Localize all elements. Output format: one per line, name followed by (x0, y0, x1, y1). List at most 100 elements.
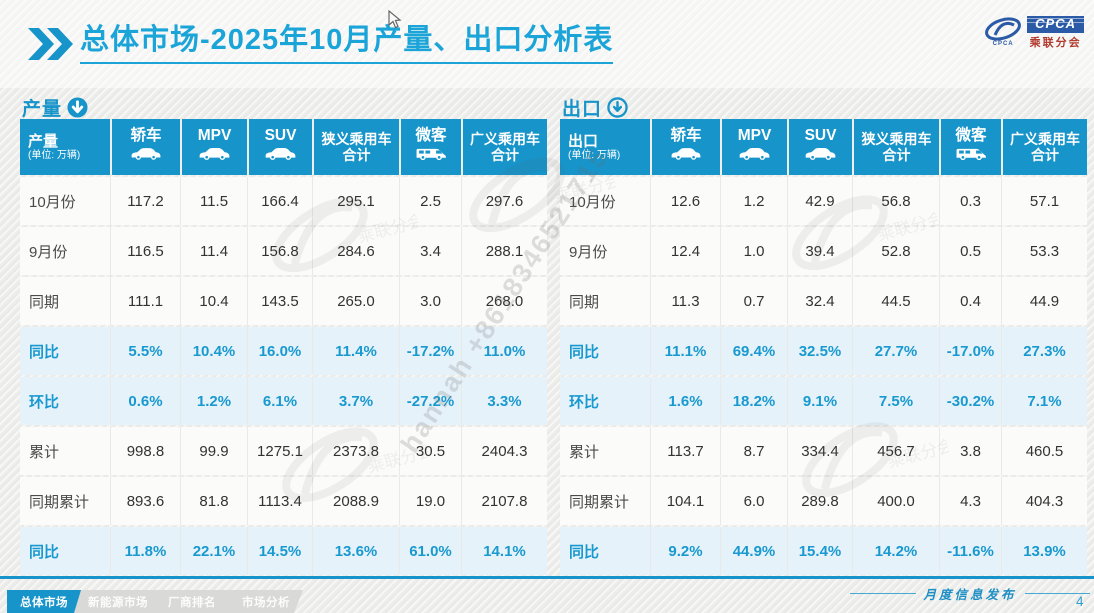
page-number: 4 (1076, 594, 1084, 609)
table-cell: 104.1 (650, 477, 720, 525)
table-cell: 6.0 (720, 477, 787, 525)
table-cell: 30.5 (399, 427, 461, 475)
tab-厂商排名[interactable]: 厂商排名 (168, 596, 216, 609)
column-label-line2: 合计 (342, 147, 371, 163)
mpv-icon (738, 146, 771, 166)
table-cell: 0.7 (720, 277, 787, 325)
export-corner-header: 出口 (单位: 万辆) (560, 119, 650, 175)
table-row: 同期 11.3 0.7 32.4 44.5 0.4 44.9 (560, 277, 1087, 325)
table-cell: 42.9 (787, 177, 852, 225)
suv-icon (804, 146, 837, 166)
tab-市场分析[interactable]: 市场分析 (242, 596, 290, 609)
row-label: 9月份 (569, 243, 608, 261)
table-cell: 10.4% (180, 327, 247, 375)
table-row: 10月份 117.2 11.5 166.4 295.1 2.5 297.6 (20, 177, 547, 225)
column-header: 广义乘用车 合计 (1001, 119, 1087, 175)
export-table-header: 出口 (单位: 万辆) 轿车 MPV SUV 狭义乘用车 合计 微客 广义乘用车 合计 (560, 119, 1087, 175)
table-cell: 11.0% (461, 327, 547, 375)
column-label: 广义乘用车 (470, 130, 540, 147)
table-row: 同期累计 893.6 81.8 1113.4 2088.9 19.0 2107.8 (20, 477, 547, 525)
table-cell: 1.0 (720, 227, 787, 275)
tab-总体市场[interactable]: 总体市场 (7, 590, 81, 613)
column-label-line2: 合计 (882, 147, 911, 163)
table-cell: 61.0% (399, 527, 461, 575)
table-cell: 27.3% (1001, 327, 1087, 375)
table-cell: 289.8 (787, 477, 852, 525)
cpca-logo: CPCA CPCA 乘联分会 (983, 16, 1084, 50)
tab-新能源市场[interactable]: 新能源市场 (88, 596, 148, 609)
table-cell: 334.4 (787, 427, 852, 475)
table-cell: 3.0 (399, 277, 461, 325)
table-cell: 15.4% (787, 527, 852, 575)
table-cell: 2107.8 (461, 477, 547, 525)
table-row: 9月份 116.5 11.4 156.8 284.6 3.4 288.1 (20, 227, 547, 275)
export-table: 出口 (单位: 万辆) 轿车 MPV SUV 狭义乘用车 合计 微客 广义乘用车 合计 1… (560, 119, 1087, 575)
table-cell: 143.5 (247, 277, 312, 325)
page-title: 总体市场-2025年10月产量、出口分析表 (80, 22, 614, 65)
logo-mini-text: CPCA (992, 41, 1014, 47)
table-cell: 11.1% (650, 327, 720, 375)
table-cell: 14.2% (852, 527, 939, 575)
arrow-down-circle-outlined-icon (607, 97, 628, 118)
row-label: 同比 (29, 543, 60, 561)
table-cell: 166.4 (247, 177, 312, 225)
column-header: 微客 (939, 119, 1001, 175)
table-cell: 1.6% (650, 377, 720, 425)
table-cell: 0.3 (939, 177, 1001, 225)
production-section-label: 产量 (22, 94, 88, 121)
row-label: 环比 (569, 393, 600, 411)
column-label: 轿车 (670, 127, 702, 145)
table-cell: 27.7% (852, 327, 939, 375)
column-label: 广义乘用车 (1010, 130, 1080, 147)
table-cell: 18.2% (720, 377, 787, 425)
table-cell: 53.3 (1001, 227, 1087, 275)
table-cell: 32.4 (787, 277, 852, 325)
table-cell: 99.9 (180, 427, 247, 475)
table-cell: 9.1% (787, 377, 852, 425)
table-cell: 19.0 (399, 477, 461, 525)
table-cell: 400.0 (852, 477, 939, 525)
table-cell: 39.4 (787, 227, 852, 275)
table-cell: 4.3 (939, 477, 1001, 525)
table-row: 10月份 12.6 1.2 42.9 56.8 0.3 57.1 (560, 177, 1087, 225)
table-cell: 12.6 (650, 177, 720, 225)
table-row: 同比 9.2% 44.9% 15.4% 14.2% -11.6% 13.9% (560, 527, 1087, 575)
bottom-divider (0, 576, 1094, 579)
table-cell: 3.4 (399, 227, 461, 275)
column-header: 狭义乘用车 合计 (852, 119, 939, 175)
footer-line-right (1024, 592, 1091, 595)
table-cell: 0.6% (110, 377, 180, 425)
table-cell: 11.3 (650, 277, 720, 325)
table-cell: 3.3% (461, 377, 547, 425)
table-cell: 1.2 (720, 177, 787, 225)
sedan-icon (130, 146, 162, 166)
table-cell: 3.8 (939, 427, 1001, 475)
row-label: 同期 (569, 293, 600, 311)
table-cell: 265.0 (312, 277, 399, 325)
table-cell: 7.1% (1001, 377, 1087, 425)
production-corner-header: 产量 (单位: 万辆) (20, 119, 110, 175)
sedan-icon (670, 146, 702, 166)
table-row: 同期 111.1 10.4 143.5 265.0 3.0 268.0 (20, 277, 547, 325)
unit-label: (单位: 万辆) (28, 149, 81, 161)
table-cell: 12.4 (650, 227, 720, 275)
column-label: 微客 (415, 127, 447, 145)
table-row: 9月份 12.4 1.0 39.4 52.8 0.5 53.3 (560, 227, 1087, 275)
column-label: 微客 (955, 127, 987, 145)
table-cell: -17.0% (939, 327, 1001, 375)
column-header: 轿车 (110, 119, 180, 175)
table-cell: 69.4% (720, 327, 787, 375)
table-row: 同期累计 104.1 6.0 289.8 400.0 4.3 404.3 (560, 477, 1087, 525)
table-row: 同比 11.8% 22.1% 14.5% 13.6% 61.0% 14.1% (20, 527, 547, 575)
export-section-label: 出口 (562, 94, 628, 121)
row-label: 同期累计 (569, 493, 630, 511)
row-label: 环比 (29, 393, 60, 411)
header-band (0, 0, 1094, 88)
table-cell: 1275.1 (247, 427, 312, 475)
row-label: 10月份 (569, 193, 616, 211)
table-cell: 456.7 (852, 427, 939, 475)
production-section-text: 产量 (22, 99, 63, 120)
column-label: 狭义乘用车 (321, 130, 392, 147)
corner-title: 出口 (568, 132, 599, 150)
